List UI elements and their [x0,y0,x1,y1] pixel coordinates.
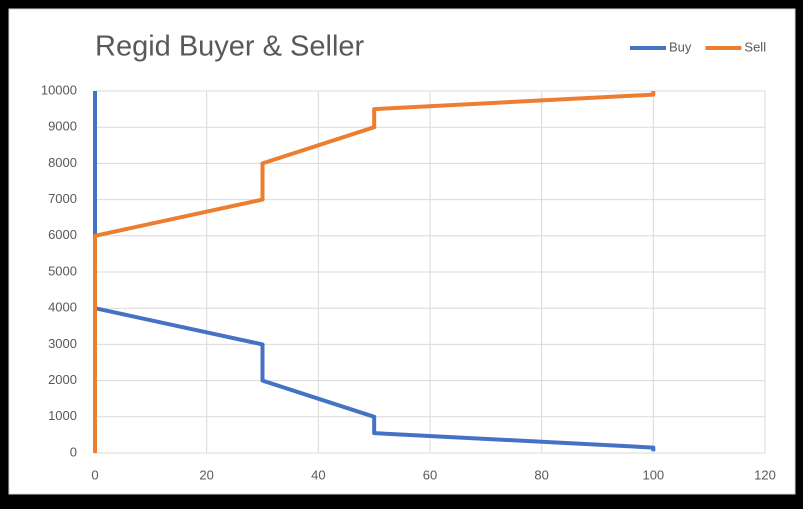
x-tick-label: 60 [423,467,437,482]
y-tick-label: 2000 [48,372,77,387]
y-tick-label: 7000 [48,191,77,206]
x-tick-label: 40 [311,467,325,482]
series-line [93,91,656,453]
x-tick-label: 20 [199,467,213,482]
y-tick-label: 3000 [48,336,77,351]
y-tick-label: 5000 [48,263,77,278]
x-tick-label: 0 [91,467,98,482]
y-tick-label: 6000 [48,227,77,242]
chart-title: Regid Buyer & Seller [95,31,365,63]
x-tick-label: 120 [754,467,776,482]
legend-label: Buy [669,39,692,54]
y-tick-label: 8000 [48,155,77,170]
chart-background [8,8,796,495]
y-tick-label: 9000 [48,119,77,134]
x-tick-label: 80 [534,467,548,482]
y-tick-label: 0 [70,444,77,459]
x-tick-label: 100 [642,467,664,482]
y-tick-label: 4000 [48,300,77,315]
y-tick-label: 10000 [41,82,77,97]
series-line [93,91,656,452]
legend-label: Sell [744,39,766,54]
y-tick-label: 1000 [48,408,77,423]
